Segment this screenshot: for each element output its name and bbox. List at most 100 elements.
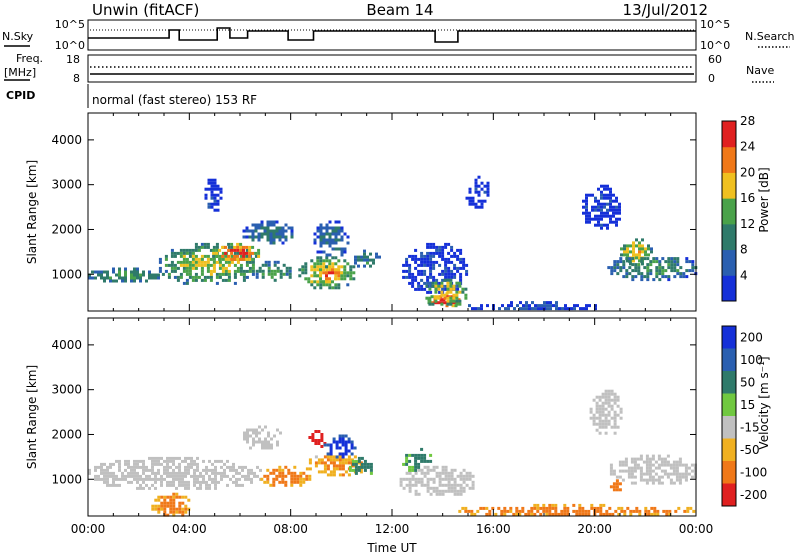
power-cell	[449, 290, 453, 294]
vel-cell	[264, 440, 267, 444]
power-cell	[623, 250, 626, 254]
power-cell	[233, 269, 237, 273]
vel-cell	[193, 459, 196, 463]
vel-cell	[369, 465, 373, 469]
power-cell	[322, 226, 326, 230]
vel-cell	[347, 461, 351, 465]
vel-cell	[226, 483, 229, 487]
vel-cell	[672, 460, 676, 464]
vel-cell	[681, 475, 685, 479]
power-cell	[281, 232, 285, 236]
vel-cell	[590, 503, 594, 507]
power-cell	[619, 260, 623, 264]
vel-cell	[335, 446, 339, 450]
vel-cell	[405, 462, 409, 466]
power-cell	[325, 253, 329, 257]
vel-cell	[633, 463, 637, 467]
vel-cell	[273, 434, 276, 438]
power-cell	[328, 241, 332, 245]
vel-cell	[533, 506, 537, 510]
vel-cell	[338, 440, 342, 444]
power-cell	[540, 304, 543, 308]
power-cell	[531, 301, 534, 305]
vel-cell	[408, 459, 412, 463]
power-cell	[130, 270, 133, 274]
colorbar-segment	[722, 275, 736, 302]
vel-cell	[323, 455, 327, 459]
vel-cell	[308, 477, 312, 481]
power-cell	[456, 287, 460, 291]
power-cell	[444, 260, 448, 264]
vel-cell	[423, 474, 427, 478]
vel-cell	[139, 486, 142, 490]
vel-cell	[184, 456, 187, 460]
power-cell	[328, 235, 332, 239]
vel-cell	[160, 501, 164, 505]
power-cell	[269, 235, 273, 239]
vel-cell	[276, 443, 279, 447]
vel-cell	[332, 437, 336, 441]
vel-cell	[284, 480, 288, 484]
power-cell	[585, 205, 588, 209]
vel-cell	[578, 506, 582, 510]
vel-cell	[438, 477, 442, 481]
vel-cell	[366, 465, 370, 469]
power-cell	[441, 257, 445, 261]
power-cell	[182, 269, 186, 273]
power-cell	[124, 279, 127, 283]
power-cell	[325, 256, 329, 260]
power-cell	[242, 275, 246, 279]
vel-cell	[613, 392, 617, 396]
power-cell	[158, 269, 162, 273]
vel-cell	[536, 503, 540, 507]
power-cell	[194, 248, 198, 252]
power-cell	[420, 269, 424, 273]
vel-cell	[178, 504, 182, 508]
power-cell	[480, 202, 484, 206]
vel-cell	[169, 459, 172, 463]
vel-cell	[491, 506, 495, 510]
vel-cell	[329, 473, 333, 477]
vel-cell	[595, 401, 599, 405]
vel-cell	[154, 459, 157, 463]
power-cell	[167, 263, 171, 267]
vel-cell	[611, 512, 615, 516]
power-cell	[597, 208, 600, 212]
power-cell	[438, 263, 442, 267]
power-cell	[600, 217, 603, 221]
power-cell	[616, 263, 620, 267]
vel-cell	[196, 462, 199, 466]
vel-cell	[106, 471, 109, 475]
vel-cell	[618, 469, 622, 473]
vel-cell	[405, 453, 409, 457]
vel-cell	[633, 460, 637, 464]
vel-cell	[693, 475, 697, 479]
power-cell	[453, 275, 457, 279]
power-cell	[691, 266, 695, 270]
y-tick-label: 3000	[51, 383, 82, 397]
power-cell	[239, 257, 243, 261]
power-cell	[597, 220, 600, 224]
power-cell	[646, 269, 650, 273]
vel-cell	[103, 462, 106, 466]
vel-cell	[127, 459, 130, 463]
power-cell	[334, 274, 338, 278]
vel-cell	[624, 463, 628, 467]
vel-cell	[423, 465, 427, 469]
power-cell	[474, 187, 478, 191]
vel-cell	[441, 468, 445, 472]
vel-cell	[109, 474, 112, 478]
power-cell	[453, 263, 457, 267]
power-cell	[606, 193, 609, 197]
power-cell	[655, 272, 659, 276]
power-cell	[440, 281, 444, 285]
power-cell	[112, 267, 115, 271]
vel-cell	[456, 483, 460, 487]
power-cell	[573, 307, 576, 311]
vel-cell	[548, 509, 552, 513]
power-cell	[88, 276, 91, 280]
power-cell	[207, 202, 211, 206]
vel-cell	[139, 474, 142, 478]
vel-cell	[654, 472, 658, 476]
